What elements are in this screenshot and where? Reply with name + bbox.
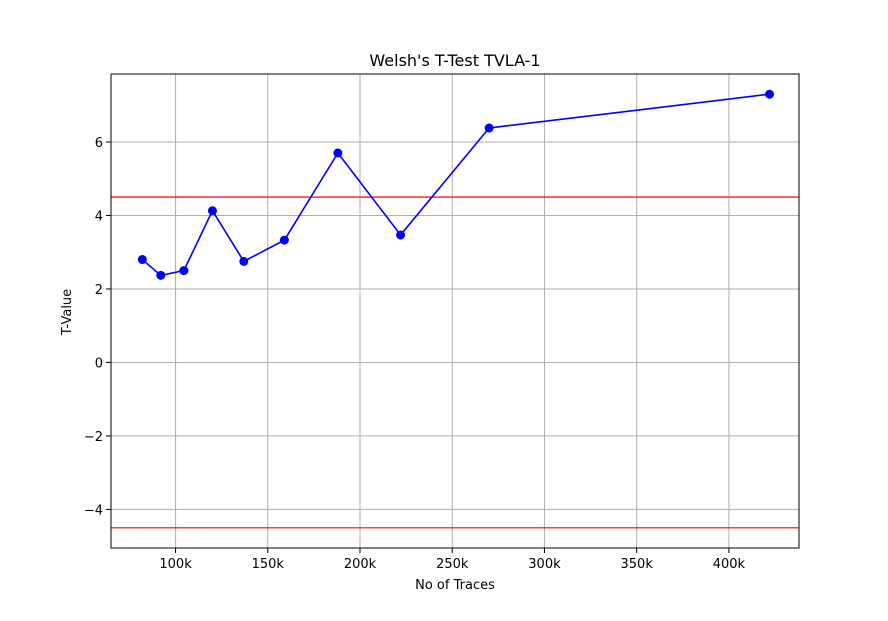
data-series bbox=[137, 89, 774, 280]
grid bbox=[111, 74, 799, 548]
data-point bbox=[396, 230, 406, 240]
x-tick-label: 400k bbox=[713, 557, 746, 572]
x-tick-label: 100k bbox=[159, 557, 192, 572]
x-axis-label: No of Traces bbox=[415, 578, 495, 593]
y-tick-label: 0 bbox=[95, 356, 103, 371]
data-point bbox=[239, 256, 249, 266]
data-point bbox=[179, 266, 189, 276]
x-tick-label: 350k bbox=[621, 557, 654, 572]
chart-title: Welsh's T-Test TVLA-1 bbox=[369, 51, 540, 70]
threshold-lines bbox=[111, 196, 799, 529]
data-point bbox=[484, 123, 494, 133]
data-point bbox=[279, 235, 289, 245]
data-point bbox=[156, 270, 166, 280]
y-tick-label: 4 bbox=[95, 209, 103, 224]
data-point bbox=[207, 206, 217, 216]
data-point bbox=[333, 148, 343, 158]
x-tick-label: 200k bbox=[344, 557, 377, 572]
series-line bbox=[141, 93, 770, 277]
x-tick-label: 250k bbox=[436, 557, 469, 572]
x-tick-label: 300k bbox=[528, 557, 561, 572]
plot-frame bbox=[110, 73, 800, 549]
x-tick-label: 150k bbox=[252, 557, 285, 572]
data-point bbox=[137, 255, 147, 265]
axis-ticks: 100k 150k 200k 250k 300k 350k 400k −4 −2 0 2 4 6 bbox=[84, 136, 746, 572]
y-tick-label: −4 bbox=[84, 503, 103, 518]
y-axis-label: T-Value bbox=[60, 289, 75, 336]
y-tick-label: 6 bbox=[95, 136, 103, 151]
data-point bbox=[764, 89, 774, 99]
y-tick-label: 2 bbox=[95, 283, 103, 298]
y-tick-label: −2 bbox=[84, 430, 103, 445]
